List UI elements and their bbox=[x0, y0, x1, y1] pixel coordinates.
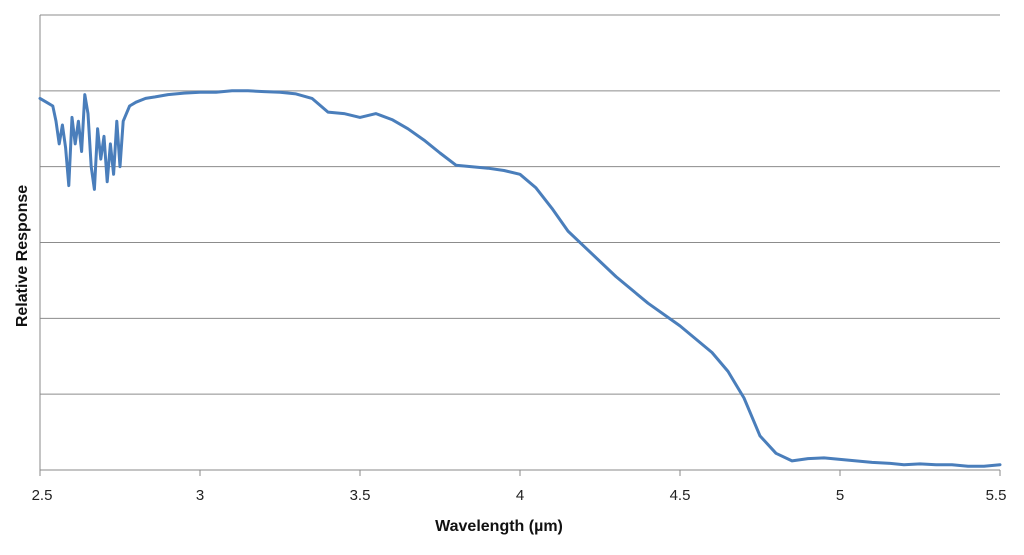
x-tick-label: 3 bbox=[196, 487, 204, 504]
x-tick-label: 4.5 bbox=[670, 487, 691, 504]
x-axis-title: Wavelength (µm) bbox=[435, 518, 563, 535]
x-tick-label: 3.5 bbox=[350, 487, 371, 504]
x-tick-label: 2.5 bbox=[32, 487, 53, 504]
series-layer bbox=[38, 89, 1002, 468]
series-line-0 bbox=[38, 89, 1002, 468]
x-tick-label: 5 bbox=[836, 487, 844, 504]
x-axis-ticks: 2.5 3 3.5 4 4.5 5 5.5 bbox=[32, 470, 1007, 504]
axes bbox=[39, 15, 1000, 472]
x-tick-label: 4 bbox=[516, 487, 524, 504]
gridlines bbox=[40, 14, 1000, 395]
y-axis-title: Relative Response bbox=[14, 185, 31, 327]
x-tick-label: 5.5 bbox=[986, 487, 1007, 504]
